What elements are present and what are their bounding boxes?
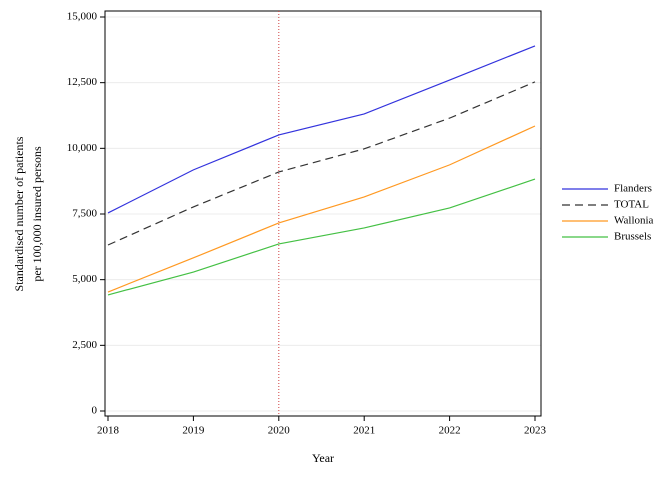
x-tick-label: 2020 — [268, 425, 291, 437]
series-line — [107, 45, 536, 214]
plot-frame — [104, 10, 542, 417]
x-tick-label: 2019 — [182, 425, 205, 437]
series-line — [107, 125, 536, 293]
y-axis-title: per 100,000 insured persons — [30, 146, 44, 282]
legend-label: Wallonia — [614, 215, 654, 227]
y-tick-label: 2,500 — [72, 339, 97, 351]
x-axis-title: Year — [312, 451, 334, 465]
series-line — [107, 81, 536, 246]
x-tick-label: 2018 — [97, 425, 120, 437]
x-tick-label: 2022 — [439, 425, 461, 437]
y-tick-label: 15,000 — [67, 11, 98, 23]
legend-label: Brussels — [614, 231, 651, 243]
series-line — [107, 178, 536, 296]
y-tick-label: 12,500 — [67, 76, 98, 88]
legend-label: Flanders — [614, 183, 652, 195]
y-tick-label: 7,500 — [72, 208, 97, 220]
y-tick-label: 10,000 — [67, 142, 98, 154]
y-axis-title: Standardised number of patients — [12, 136, 26, 291]
legend-label: TOTAL — [614, 199, 649, 211]
y-tick-label: 5,000 — [72, 273, 97, 285]
x-tick-label: 2021 — [353, 425, 375, 437]
x-tick-label: 2023 — [524, 425, 547, 437]
y-tick-label: 0 — [92, 405, 98, 417]
